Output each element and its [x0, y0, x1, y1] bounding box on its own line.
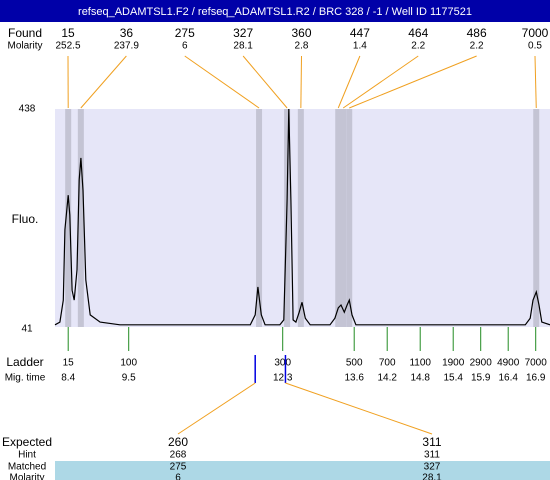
- peak-size: 36: [120, 26, 134, 40]
- ladder-time: 12.3: [273, 373, 293, 384]
- ladder-size: 300: [274, 358, 291, 369]
- row-label: Matched: [8, 462, 46, 473]
- title-bar: [0, 0, 550, 22]
- ladder-time: 14.8: [410, 373, 430, 384]
- peak-size: 464: [408, 26, 428, 40]
- peak-molarity: 252.5: [55, 41, 80, 52]
- ladder-time: 9.5: [122, 373, 136, 384]
- title: refseq_ADAMTSL1.F2 / refseq_ADAMTSL1.R2 …: [78, 6, 472, 18]
- table-highlight: [55, 461, 550, 480]
- ladder-size: 7000: [525, 358, 548, 369]
- ladder-size: 100: [120, 358, 137, 369]
- peak-molarity: 0.5: [528, 41, 542, 52]
- molarity-label: Molarity: [7, 41, 42, 52]
- cell: 6: [175, 473, 181, 480]
- trace: [54, 108, 550, 326]
- cell: 275: [170, 462, 187, 473]
- ladder-size: 1100: [409, 358, 431, 369]
- peak-connector: [80, 55, 127, 109]
- peak-connector: [534, 55, 537, 109]
- peak-molarity: 2.8: [295, 41, 309, 52]
- ladder-time: 15.4: [443, 373, 463, 384]
- peak-band: [77, 109, 84, 327]
- peak-connector: [349, 55, 477, 109]
- row-label: Expected: [2, 435, 52, 449]
- ladder-time: 14.2: [377, 373, 397, 384]
- ladder-time: 16.9: [526, 373, 546, 384]
- y-tick-label: 438: [19, 104, 36, 115]
- row-label: Molarity: [9, 473, 44, 480]
- expected-connector: [177, 382, 256, 435]
- peak-band: [335, 109, 342, 327]
- peak-molarity: 28.1: [233, 41, 253, 52]
- cell: 327: [424, 462, 441, 473]
- peak-size: 15: [61, 26, 75, 40]
- peak-size: 447: [350, 26, 370, 40]
- peak-band: [346, 109, 353, 327]
- peak-size: 486: [467, 26, 487, 40]
- ladder-size: 1900: [442, 358, 465, 369]
- y-tick-label: 41: [21, 324, 33, 335]
- peak-band: [533, 109, 540, 327]
- ladder-time: 16.4: [498, 373, 518, 384]
- cell: 311: [424, 450, 440, 461]
- row-label: Hint: [18, 450, 36, 461]
- ladder-time: 8.4: [61, 373, 75, 384]
- peak-size: 7000: [522, 26, 549, 40]
- ladder-size: 2900: [470, 358, 493, 369]
- ladder-size: 4900: [497, 358, 520, 369]
- peak-molarity: 2.2: [470, 41, 484, 52]
- peak-band: [65, 109, 72, 327]
- peak-size: 327: [233, 26, 253, 40]
- ladder-size: 15: [63, 358, 75, 369]
- peak-molarity: 237.9: [114, 41, 139, 52]
- ladder-size: 700: [379, 358, 396, 369]
- ladder-size: 500: [346, 358, 363, 369]
- mig-time-label: Mig. time: [5, 373, 46, 384]
- ladder-time: 13.6: [344, 373, 364, 384]
- peak-connector: [242, 55, 288, 109]
- cell: 28.1: [422, 473, 442, 480]
- peak-band: [256, 109, 263, 327]
- peak-connector: [337, 55, 361, 109]
- y-label: Fluo.: [12, 212, 39, 226]
- peak-band: [340, 109, 347, 327]
- peak-molarity: 6: [182, 41, 188, 52]
- peak-connector: [342, 55, 419, 109]
- found-label: Found: [8, 26, 42, 40]
- peak-connector: [300, 55, 302, 109]
- peak-connector: [184, 55, 260, 109]
- peak-size: 360: [291, 26, 311, 40]
- peak-molarity: 1.4: [353, 41, 367, 52]
- expected-connector: [285, 382, 433, 435]
- ladder-label: Ladder: [6, 355, 43, 369]
- ladder-time: 15.9: [471, 373, 491, 384]
- cell: 311: [422, 435, 441, 449]
- cell: 260: [168, 435, 188, 449]
- peak-band: [297, 109, 304, 327]
- peak-size: 275: [175, 26, 195, 40]
- cell: 268: [170, 450, 187, 461]
- peak-molarity: 2.2: [411, 41, 425, 52]
